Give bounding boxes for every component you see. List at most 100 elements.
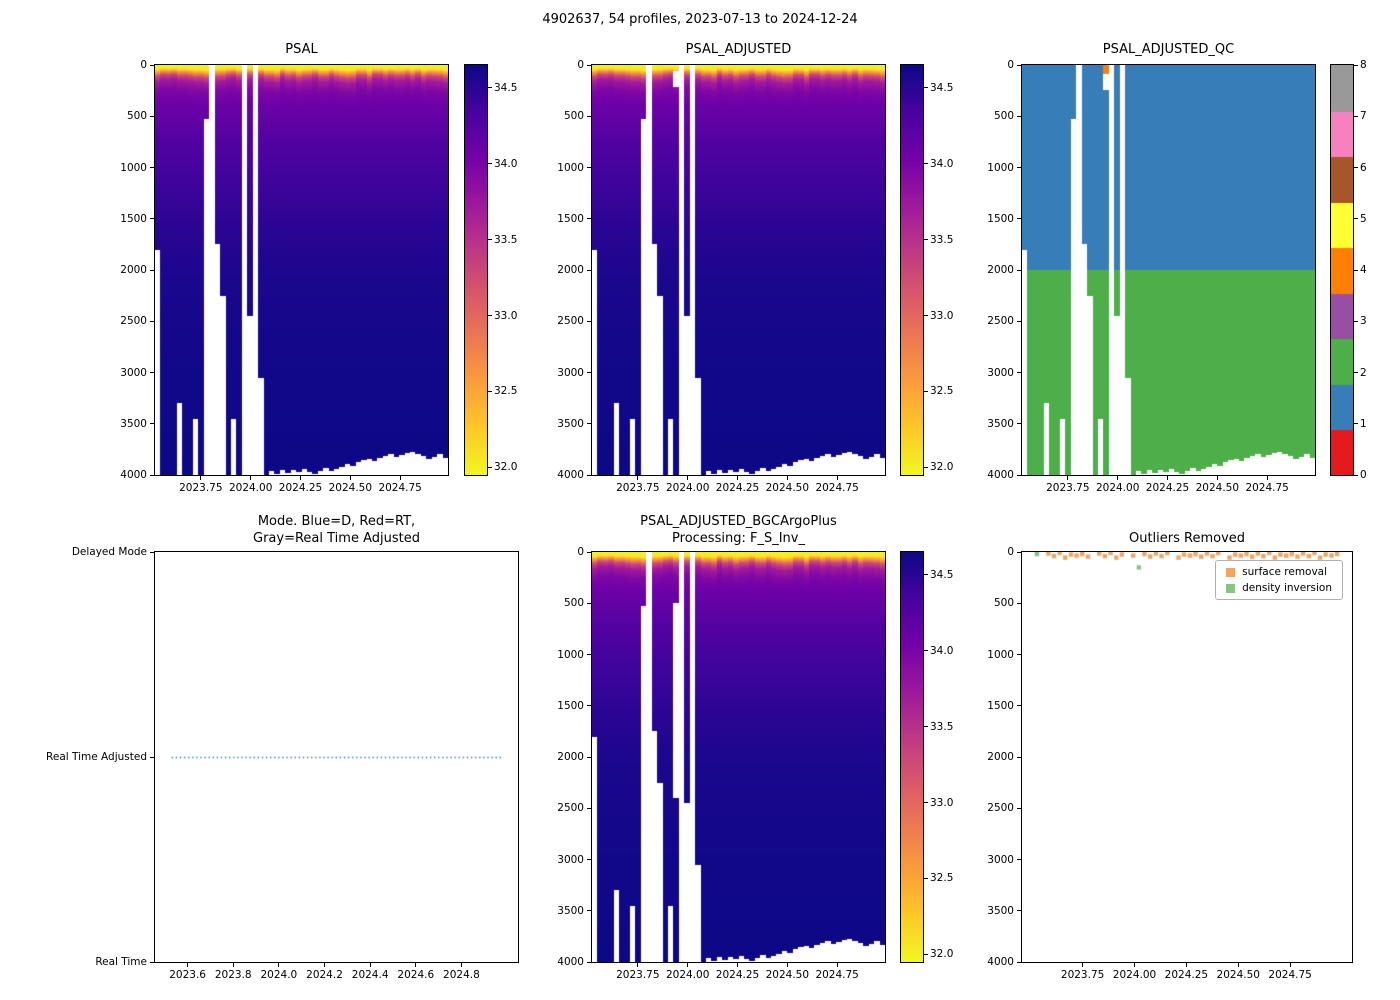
psal-adjusted-qc-heatmap-canvas <box>1022 65 1315 475</box>
tick-mark <box>324 963 326 967</box>
tick-mark <box>415 963 417 967</box>
x-tick-label: 2024.50 <box>765 482 810 494</box>
tick-mark <box>150 167 154 168</box>
y-tick-label: 3500 <box>120 417 147 430</box>
psal-adjusted-heatmap-canvas <box>592 65 885 475</box>
tick-mark <box>587 910 591 912</box>
y-tick-label: 3500 <box>557 904 584 917</box>
qc-colorbar <box>1330 64 1354 476</box>
tick-mark <box>587 320 591 322</box>
y-tick-label: 500 <box>993 110 1014 123</box>
colorbar-tick-label: 0 <box>1360 469 1367 481</box>
outliers-title: Outliers Removed <box>1128 531 1246 546</box>
legend-item-surface-removal: surface removal <box>1226 566 1332 578</box>
tick-mark <box>924 650 928 652</box>
tick-mark <box>1117 476 1119 480</box>
y-tick-label: 1000 <box>557 161 584 174</box>
tick-mark <box>460 963 462 967</box>
y-tick-label: 2500 <box>987 802 1014 815</box>
tick-mark <box>150 423 154 425</box>
y-tick-label: 500 <box>993 597 1014 610</box>
tick-mark <box>1017 423 1021 425</box>
mode-plot-axes <box>154 551 519 963</box>
y-tick-label: 1500 <box>987 212 1014 225</box>
tick-mark <box>924 726 928 728</box>
tick-mark <box>587 756 591 758</box>
tick-mark <box>687 963 689 967</box>
y-tick-label: 3500 <box>987 417 1014 430</box>
tick-mark <box>924 466 928 468</box>
y-tick-label: 2000 <box>120 264 147 276</box>
surface-removal-label: surface removal <box>1242 566 1328 578</box>
tick-mark <box>488 239 492 241</box>
psal-adjusted-heatmap-axes <box>591 64 886 476</box>
colorbar-tick-label: 3 <box>1360 315 1367 328</box>
psal-adjusted-title: PSAL_ADJUSTED <box>685 42 792 57</box>
colorbar-tick-label: 34.5 <box>930 81 954 94</box>
tick-mark <box>1017 269 1021 271</box>
tick-mark <box>150 115 154 117</box>
tick-mark <box>687 476 689 480</box>
tick-mark <box>1017 218 1021 220</box>
x-tick-label: 2024.00 <box>228 482 273 494</box>
x-tick-label: 2024.8 <box>443 969 480 981</box>
x-tick-label: 2024.4 <box>351 969 389 981</box>
tick-mark <box>1354 269 1358 271</box>
y-tick-label: 3000 <box>987 853 1014 866</box>
tick-mark <box>1185 963 1187 967</box>
tick-mark <box>836 476 838 480</box>
tick-mark <box>924 390 928 392</box>
x-tick-label: 2024.25 <box>1145 482 1190 494</box>
tick-mark <box>1067 476 1069 480</box>
tick-mark <box>924 802 928 804</box>
y-tick-label: 2000 <box>987 751 1014 763</box>
psal-adjusted-colorbar-canvas <box>901 65 923 475</box>
y-tick-label: 1000 <box>987 648 1014 661</box>
colorbar-tick-label: 32.0 <box>930 461 954 474</box>
tick-mark <box>587 474 591 476</box>
tick-mark <box>1017 64 1021 66</box>
tick-mark <box>1354 64 1358 66</box>
colorbar-tick-label: 34.5 <box>930 568 954 581</box>
tick-mark <box>637 963 639 967</box>
x-tick-label: 2024.75 <box>1245 482 1289 494</box>
y-tick-label: 4000 <box>557 956 584 968</box>
psal-heatmap-axes <box>154 64 449 476</box>
tick-mark <box>587 167 591 168</box>
tick-mark <box>587 372 591 373</box>
y-tick-label: 4000 <box>987 956 1014 968</box>
tick-mark <box>587 602 591 604</box>
tick-mark <box>1017 115 1021 117</box>
psal-adjusted-qc-title: PSAL_ADJUSTED_QC <box>1102 42 1235 57</box>
x-tick-label: 2023.75 <box>616 969 660 981</box>
y-tick-label: 0 <box>1007 59 1014 71</box>
tick-mark <box>924 574 928 576</box>
x-tick-label: 2024.0 <box>260 969 298 981</box>
y-tick-label: 3000 <box>120 366 147 379</box>
tick-mark <box>200 476 202 480</box>
tick-mark <box>637 476 639 480</box>
tick-mark <box>786 963 788 967</box>
tick-mark <box>836 963 838 967</box>
y-tick-label: 4000 <box>120 469 147 481</box>
x-tick-label: 2024.00 <box>665 969 710 981</box>
tick-mark <box>737 963 738 967</box>
y-tick-label: 1500 <box>557 212 584 225</box>
tick-mark <box>587 961 591 963</box>
y-tick-label: 1500 <box>120 212 147 225</box>
bgc-heatmap-axes <box>591 551 886 963</box>
colorbar-tick-label: 7 <box>1360 110 1367 123</box>
colorbar-tick-label: 32.5 <box>494 385 518 398</box>
tick-mark <box>1354 423 1358 425</box>
x-tick-label: 2023.75 <box>1060 969 1105 981</box>
x-tick-label: 2024.50 <box>1216 969 1260 981</box>
y-tick-label: 2500 <box>120 315 147 328</box>
colorbar-tick-label: 5 <box>1360 212 1367 225</box>
tick-mark <box>1133 963 1135 967</box>
y-tick-label: 2500 <box>557 802 584 815</box>
tick-mark <box>786 476 788 480</box>
tick-mark <box>232 963 234 967</box>
colorbar-tick-label: 4 <box>1360 264 1367 276</box>
tick-mark <box>924 163 928 165</box>
